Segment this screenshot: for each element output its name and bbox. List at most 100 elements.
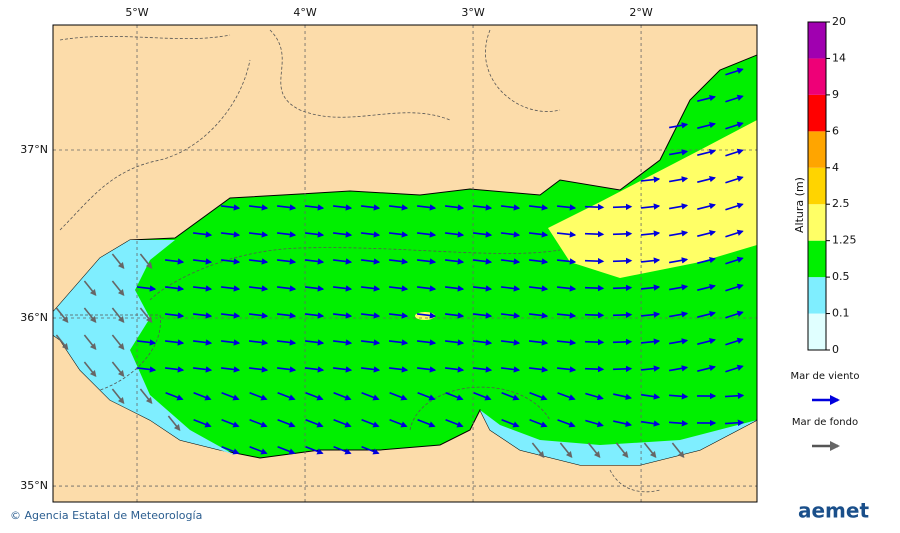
wind-sea-arrow [640,420,661,427]
colorbar-tick-label: 9 [832,88,839,101]
wind-sea-arrow [361,391,380,401]
swell-arrow [111,388,125,405]
wind-sea-arrow [416,231,437,238]
wind-sea-arrow [444,366,465,373]
wind-sea-arrow [584,284,605,292]
wind-sea-arrow [612,311,633,319]
wind-sea-arrow [332,339,353,346]
wind-sea-arrow [164,258,185,265]
wind-sea-arrow [725,67,744,76]
wind-sea-arrow [584,257,605,265]
wind-sea-arrow [389,418,408,428]
wind-sea-arrow [444,204,465,211]
wind-sea-arrow [445,418,464,428]
wind-sea-arrow [724,392,745,399]
wind-sea-arrow [164,285,185,292]
wind-sea-arrow [613,393,633,400]
wind-sea-arrow [220,285,241,292]
wind-sea-arrow [612,365,633,373]
wind-sea-arrow [640,338,661,345]
wind-sea-arrow [472,285,493,292]
wind-sea-arrow [697,121,716,129]
swell-arrow [167,415,181,432]
wind-sea-arrow [360,339,381,346]
wind-sea-arrow [332,312,353,319]
wind-sea-arrow [248,231,269,238]
swell-arrow [671,442,685,459]
wind-sea-arrow [220,339,241,346]
wind-sea-arrow [668,311,689,318]
wind-sea-arrow [360,366,381,373]
wind-sea-arrow [192,258,213,265]
colorbar-segment [808,204,826,241]
wind-sea-arrow [193,391,212,401]
wind-sea-arrow [500,339,521,346]
wind-sea-arrow [304,339,325,346]
colorbar-tick-label: 0 [832,343,839,356]
wind-sea-arrow [528,258,549,265]
wind-sea-arrow [668,284,689,291]
wind-sea-arrow [556,285,577,292]
wind-sea-arrow [472,231,493,238]
wind-sea-arrow [248,312,269,319]
wind-sea-arrow [388,339,409,346]
lon-tick-label: 2°W [629,6,652,19]
wind-sea-arrow [221,391,240,401]
wind-sea-arrow [192,339,213,346]
wind-sea-arrow [584,203,605,211]
swell-arrow [139,388,153,405]
wind-sea-arrow [304,258,325,265]
wind-sea-arrow [556,339,577,346]
colorbar-segment [808,94,826,132]
colorbar-tick-label: 4 [832,161,839,174]
wind-sea-arrow [248,204,269,211]
wind-sea-arrow [640,365,661,372]
swell-arrow [139,307,153,324]
wind-sea-arrow [417,391,436,401]
wind-sea-arrow [389,391,408,401]
colorbar-segment [808,240,826,278]
wind-sea-arrow [473,391,492,401]
wind-sea-arrow [584,365,605,373]
colorbar-segment [808,58,826,95]
wind-sea-arrow [416,204,437,211]
swell-arrow [83,280,97,297]
wind-sea-arrow [724,419,745,426]
wind-sea-arrow [640,257,661,264]
wind-sea-arrow [444,258,465,265]
wind-sea-arrow [360,258,381,265]
wind-sea-arrow [556,366,577,373]
wind-sea-arrow [612,203,633,211]
wind-sea-arrow [192,231,213,238]
wind-sea-arrow [304,204,325,211]
wind-sea-arrow [725,148,744,157]
wind-sea-arrow [304,366,325,373]
wind-sea-arrow [556,204,577,211]
wind-sea-arrow [668,122,689,129]
wind-sea-arrow [668,230,689,237]
wind-sea-arrow [164,366,185,373]
wind-sea-arrow [249,418,268,428]
wind-sea-arrow [584,311,605,319]
wind-sea-arrow [725,229,744,238]
wind-sea-arrow [444,339,465,346]
map [53,25,757,502]
wind-sea-arrow [668,257,689,264]
shallow-zone [480,410,757,465]
wind-sea-arrow [360,231,381,238]
wind-sea-arrow [444,285,465,292]
wind-sea-arrow [668,338,689,345]
wind-sea-arrow [277,418,296,428]
wind-sea-arrow [136,339,157,346]
wind-sea-arrow [417,418,436,428]
swell-arrow [111,361,125,378]
swell-arrow [111,253,125,270]
wind-sea-arrow [276,339,297,346]
wind-sea-arrow [248,285,269,292]
wind-sea-arrow [388,312,409,319]
swell-arrow [83,361,97,378]
wind-sea-arrow [725,256,744,265]
wind-sea-arrow [136,366,157,373]
wind-sea-arrow [333,391,352,401]
wind-sea-arrow [725,175,744,184]
